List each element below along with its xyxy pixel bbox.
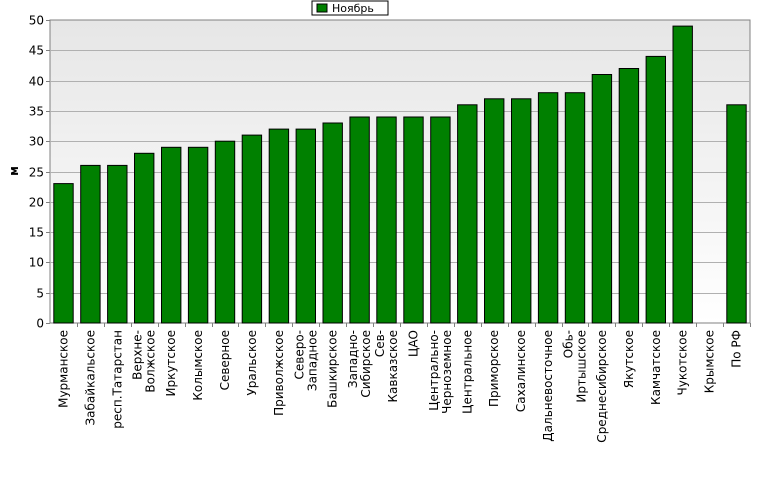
y-tick-label: 50 — [29, 14, 44, 28]
bar — [241, 134, 263, 324]
bar — [322, 122, 343, 324]
legend-swatch — [316, 3, 328, 13]
x-category-label: Приволжское — [272, 330, 286, 416]
legend[interactable]: Ноябрь — [311, 0, 389, 16]
bar — [80, 164, 101, 324]
x-category-label: Камчатское — [649, 330, 663, 405]
y-tick-label: 25 — [29, 166, 44, 180]
bar — [53, 183, 74, 324]
x-category-label: Северное — [218, 330, 232, 390]
y-tick-label: 0 — [36, 317, 44, 331]
x-category-label: Иркутское — [164, 330, 178, 397]
y-tick-label: 45 — [29, 44, 44, 58]
y-tick-label: 30 — [29, 135, 44, 149]
bar — [403, 116, 424, 324]
y-tick-label: 5 — [36, 287, 44, 301]
bars — [53, 25, 747, 324]
x-category-label: Среднесибирское — [595, 330, 609, 443]
bar — [645, 55, 666, 324]
bar — [457, 104, 478, 324]
bar — [537, 92, 559, 324]
x-category-label: По РФ — [730, 330, 744, 368]
bar — [618, 68, 640, 324]
x-category-label: Забайкальское — [83, 330, 97, 426]
legend-label: Ноябрь — [332, 2, 374, 15]
bar — [726, 104, 747, 324]
bar — [430, 116, 451, 324]
bar — [349, 116, 370, 324]
bar — [484, 98, 505, 324]
x-category-labels: Мурманское Забайкальское респ.Татарстан Вер… — [57, 323, 751, 443]
bar — [376, 116, 397, 324]
x-category-label: Центральное — [460, 330, 474, 414]
bar — [268, 128, 290, 324]
bar — [187, 146, 209, 324]
bar — [591, 74, 613, 324]
y-tick-label: 20 — [29, 196, 44, 210]
x-category-label: Башкирское — [326, 330, 340, 408]
bar — [214, 140, 236, 324]
legend-box — [311, 0, 389, 16]
x-category-label: Верхне-Волжское — [131, 330, 158, 393]
plot-area — [49, 19, 751, 324]
y-tick-label: 15 — [29, 226, 44, 240]
x-category-label: Приморское — [487, 330, 501, 407]
y-axis-label: м — [7, 166, 21, 176]
x-category-label: ЦАО — [407, 330, 421, 357]
x-category-label: респ.Татарстан — [110, 330, 124, 429]
x-category-label: Дальневосточное — [541, 330, 555, 442]
x-category-label: Сев-Кавказское — [373, 330, 400, 403]
x-category-label: Крымское — [703, 330, 717, 393]
bar — [511, 98, 532, 324]
x-category-label: Обь-Иртышское — [562, 330, 589, 403]
x-category-label: Колымское — [191, 330, 205, 401]
x-category-label: Северо-Западное — [292, 330, 319, 391]
x-category-label: Западно-Сибирское — [346, 330, 373, 398]
x-category-label: Центрально-Черноземное — [427, 330, 454, 414]
bar — [161, 146, 182, 324]
x-category-label: Чукотское — [676, 330, 690, 395]
bar — [564, 92, 586, 324]
bar — [134, 152, 155, 324]
y-tick-label: 35 — [29, 105, 44, 119]
y-tick-label: 10 — [29, 256, 44, 270]
x-category-label: Сахалинское — [514, 330, 528, 412]
bar — [295, 128, 317, 324]
y-tick-label: 40 — [29, 75, 44, 89]
x-category-label: Уральское — [245, 330, 259, 396]
bar — [672, 25, 693, 324]
y-tick-labels: 0 5 10 15 20 25 30 35 40 45 50 — [29, 14, 50, 331]
bar — [107, 164, 128, 324]
x-category-label: Мурманское — [57, 330, 71, 408]
x-category-label: Якутское — [622, 330, 636, 388]
